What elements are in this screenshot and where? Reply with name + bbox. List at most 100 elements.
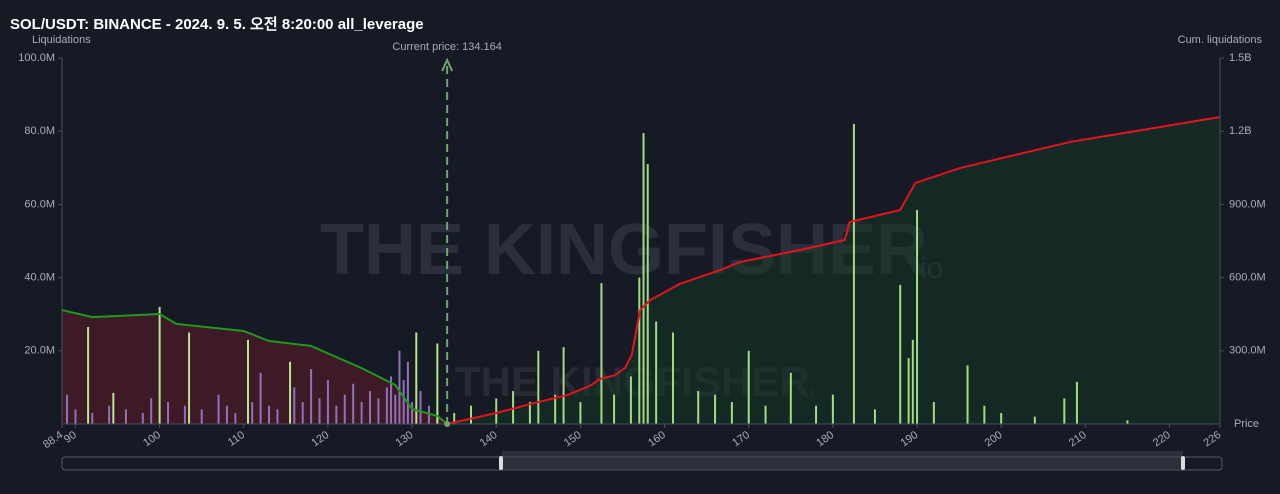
y2-tick-label: 1.5B <box>1229 52 1252 64</box>
bar <box>470 405 473 424</box>
bar <box>225 405 228 424</box>
y-tick-label: 20.0M <box>24 345 55 357</box>
y2-tick-label: 900.0M <box>1229 198 1266 210</box>
bar <box>246 339 249 424</box>
bar <box>436 343 439 424</box>
bar <box>234 413 237 424</box>
bar <box>655 321 658 424</box>
bar <box>352 383 355 424</box>
scrollbar-thumb[interactable] <box>502 451 1183 470</box>
y2-tick-label: 1.2B <box>1229 125 1252 137</box>
bar <box>293 387 296 424</box>
bar <box>406 361 409 424</box>
watermark-suffix: io <box>800 382 814 402</box>
bar <box>415 332 418 424</box>
bar <box>537 350 540 424</box>
y2-axis-label: Cum. liquidations <box>1178 34 1263 46</box>
chart-title: SOL/USDT: BINANCE - 2024. 9. 5. 오전 8:20:… <box>10 16 424 33</box>
bar <box>600 283 603 424</box>
bar <box>167 402 170 424</box>
x-axis-label: Price <box>1234 418 1259 430</box>
area-fill <box>447 117 1220 424</box>
bar <box>369 391 372 424</box>
bar <box>419 391 422 424</box>
bar <box>697 391 700 424</box>
bar <box>1000 413 1003 424</box>
y-axis-label: Liquidations <box>32 34 91 46</box>
bar <box>335 405 338 424</box>
cumulative-line <box>61 309 448 425</box>
bar <box>911 339 914 424</box>
bar <box>200 409 203 424</box>
bar <box>318 398 321 424</box>
watermark-suffix: io <box>920 252 943 285</box>
bar <box>528 402 531 424</box>
bar <box>747 350 750 424</box>
watermark-text: THE KINGFISHER <box>320 210 928 290</box>
bar <box>764 405 767 424</box>
bar <box>638 277 641 424</box>
cumulative-line <box>446 116 1221 425</box>
bar <box>629 376 632 424</box>
bar <box>398 350 401 424</box>
bar <box>1126 420 1129 424</box>
bar <box>124 409 127 424</box>
bar <box>815 405 818 424</box>
bar <box>289 361 292 424</box>
x-tick-label: 90 <box>62 429 79 446</box>
current-price-dot <box>444 421 451 427</box>
bar <box>562 347 565 424</box>
bar <box>188 332 191 424</box>
bar <box>899 284 902 424</box>
bar <box>1075 381 1078 424</box>
bar <box>377 398 380 424</box>
bar <box>852 123 855 424</box>
bar <box>326 380 329 424</box>
bar <box>495 398 498 424</box>
bar <box>427 405 430 424</box>
bar <box>831 394 834 424</box>
bar <box>579 402 582 424</box>
bar <box>74 409 77 424</box>
bar <box>671 332 674 424</box>
bar <box>301 402 304 424</box>
bar <box>966 365 969 424</box>
bar <box>360 402 363 424</box>
bar <box>554 394 557 424</box>
watermark: THE KINGFISHER io THE KINGFISHER io <box>320 210 943 405</box>
bar <box>873 409 876 424</box>
bar <box>907 358 910 424</box>
bar <box>646 164 649 424</box>
bar <box>453 413 456 424</box>
bar <box>268 405 271 424</box>
bar <box>983 405 986 424</box>
bar <box>310 369 313 424</box>
y-tick-label: 40.0M <box>24 272 55 284</box>
bar <box>259 372 262 424</box>
bar <box>789 372 792 424</box>
bar <box>411 402 414 424</box>
bar <box>714 394 717 424</box>
bar <box>1033 416 1036 424</box>
bar <box>343 394 346 424</box>
bar <box>730 402 733 424</box>
bar <box>932 402 935 424</box>
bar <box>150 398 153 424</box>
bar <box>141 413 144 424</box>
bar <box>158 306 161 424</box>
bar <box>66 394 69 424</box>
bar <box>183 405 186 424</box>
y-tick-label: 60.0M <box>24 198 55 210</box>
scrollbar-handle[interactable] <box>1181 456 1185 470</box>
bar <box>613 394 616 424</box>
scrollbar-handle[interactable] <box>499 456 503 470</box>
current-price-label: Current price: 134.164 <box>392 41 501 53</box>
y-tick-label: 80.0M <box>24 125 55 137</box>
bar <box>251 402 254 424</box>
bar <box>512 391 515 424</box>
y-tick-label: 100.0M <box>18 52 55 64</box>
bar <box>394 394 397 424</box>
bar <box>217 394 220 424</box>
bar <box>916 209 919 424</box>
